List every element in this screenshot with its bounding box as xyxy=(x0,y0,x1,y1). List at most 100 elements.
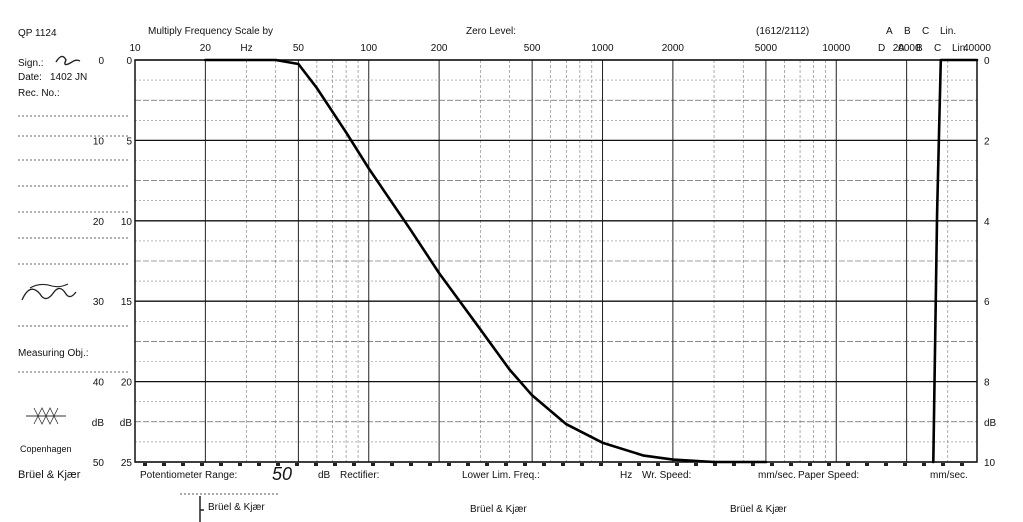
x-tick-label: Hz xyxy=(240,43,252,54)
paper-tick xyxy=(333,463,337,466)
y-tick-label-right: 10 xyxy=(984,458,996,469)
paper-tick xyxy=(238,463,242,466)
rectifier-label: Rectifier: xyxy=(340,470,379,481)
x-tick-label: 40000 xyxy=(963,43,991,54)
paper-tick xyxy=(276,463,280,466)
paper-tick xyxy=(257,463,261,466)
y-tick-labels-right: 0 2 4 6 8 dB 10 xyxy=(984,56,997,469)
paper-tick xyxy=(770,463,774,466)
response-curve xyxy=(932,58,979,464)
zero-level-label: Zero Level: xyxy=(466,26,516,37)
paper-tick xyxy=(903,463,907,466)
paper-tick xyxy=(143,463,147,466)
paper-tick xyxy=(428,463,432,466)
sign-label: Sign.: xyxy=(18,58,44,69)
weighting-lin: Lin. xyxy=(940,26,956,37)
paper-tick xyxy=(732,463,736,466)
y-tick-label-outer: 50 xyxy=(93,458,105,469)
left-brand-label: Brüel & Kjær xyxy=(18,469,81,481)
date-label: Date: xyxy=(18,72,42,83)
paper-tick xyxy=(675,463,679,466)
paper-tick xyxy=(884,463,888,466)
rec-no-label: Rec. No.: xyxy=(18,88,60,99)
paper-tick xyxy=(466,463,470,466)
weighting-c: C xyxy=(922,26,929,37)
paper-tick xyxy=(637,463,641,466)
paper-tick xyxy=(314,463,318,466)
paper-tick xyxy=(941,463,945,466)
y-tick-label-outer: 40 xyxy=(93,378,105,389)
company-logo xyxy=(26,407,66,425)
weighting-header: A B C Lin. xyxy=(886,26,956,37)
y-tick-label-inner: 5 xyxy=(126,136,132,147)
paper-tick xyxy=(713,463,717,466)
footer-labels: Potentiometer Range: 50 dB Rectifier: Lo… xyxy=(140,464,968,522)
paper-tick xyxy=(390,463,394,466)
paper-tick xyxy=(846,463,850,466)
paper-tick xyxy=(580,463,584,466)
paper-tick xyxy=(523,463,527,466)
footer-brand-label: Brüel & Kjær xyxy=(208,502,265,513)
chart-grid xyxy=(134,59,978,463)
y-tick-label-inner: 0 xyxy=(126,56,132,67)
wr-speed-label: Wr. Speed: xyxy=(642,470,691,481)
signature-mark xyxy=(55,55,81,66)
y-tick-label-right: 8 xyxy=(984,378,990,389)
x-tick-label: 500 xyxy=(524,43,541,54)
hz-label: Hz xyxy=(620,470,632,481)
weighting-c-sub: C xyxy=(934,43,941,54)
x-tick-labels: 10 20 Hz 50 100 200 500 1000 2000 5000 10000 20000 4… xyxy=(129,43,991,54)
mm-sec-label: mm/sec. xyxy=(930,470,968,481)
potentiometer-range-label: Potentiometer Range: xyxy=(140,470,237,481)
y-tick-label-right: 4 xyxy=(984,217,990,228)
x-tick-label: 50 xyxy=(293,43,305,54)
paper-tick xyxy=(694,463,698,466)
x-tick-label: 10000 xyxy=(822,43,850,54)
paper-tick xyxy=(656,463,660,466)
date-value: 1402 JN xyxy=(50,72,87,83)
weighting-a-sub: A xyxy=(898,43,905,54)
chart-series xyxy=(204,58,979,464)
paper-tick xyxy=(599,463,603,466)
y-tick-label-right: dB xyxy=(984,418,997,429)
paper-tick xyxy=(542,463,546,466)
paper-tick xyxy=(751,463,755,466)
paper-tick xyxy=(219,463,223,466)
lower-lim-freq-label: Lower Lim. Freq.: xyxy=(462,470,540,481)
footer-brand-label: Brüel & Kjær xyxy=(730,504,787,515)
y-tick-label-outer: 10 xyxy=(93,136,105,147)
paper-tick xyxy=(960,463,964,466)
paper-tick xyxy=(181,463,185,466)
db-unit-label: dB xyxy=(318,470,331,481)
y-tick-label-right: 6 xyxy=(984,297,990,308)
range-value: 50 xyxy=(272,464,292,484)
y-tick-labels-left: 0 0 10 5 20 10 30 15 40 20 dB dB 50 25 xyxy=(92,56,133,469)
plot-frame xyxy=(134,59,978,463)
footer-brand-label: Brüel & Kjær xyxy=(470,504,527,515)
weighting-lin-sub: Lin. xyxy=(952,43,968,54)
y-tick-label-inner: 10 xyxy=(121,217,133,228)
left-panel: Sign.: Date: 1402 JN Rec. No.: Measuring… xyxy=(18,55,128,481)
paper-tick xyxy=(561,463,565,466)
y-tick-label-outer: 0 xyxy=(98,56,104,67)
form-number: QP 1124 xyxy=(18,28,57,39)
paper-tick xyxy=(447,463,451,466)
paper-tick xyxy=(504,463,508,466)
paper-tick xyxy=(162,463,166,466)
paper-tick xyxy=(789,463,793,466)
weighting-a: A xyxy=(886,26,893,37)
weighting-d-sub: D xyxy=(878,43,885,54)
measuring-obj-label: Measuring Obj.: xyxy=(18,348,89,359)
mm-sec-label: mm/sec. xyxy=(758,470,796,481)
edge-mark xyxy=(199,496,204,522)
y-tick-label-right: 2 xyxy=(984,136,990,147)
paper-tick xyxy=(409,463,413,466)
paper-tick xyxy=(371,463,375,466)
paper-tick xyxy=(827,463,831,466)
paper-tick xyxy=(865,463,869,466)
y-tick-label-inner: 20 xyxy=(121,378,133,389)
handwritten-note xyxy=(29,283,69,289)
paper-speed-label: Paper Speed: xyxy=(798,470,859,481)
copenhagen-label: Copenhagen xyxy=(20,444,72,454)
